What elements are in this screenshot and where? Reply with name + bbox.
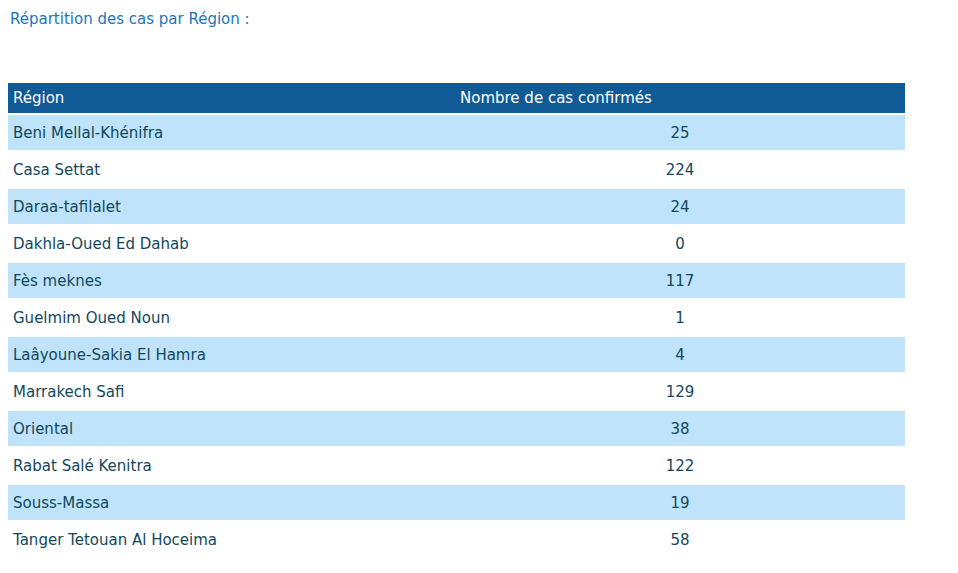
cases-count: 38 — [455, 411, 905, 446]
table-row: Dakhla-Oued Ed Dahab0 — [8, 226, 905, 261]
cases-count: 122 — [455, 448, 905, 483]
region-name: Casa Settat — [8, 152, 455, 187]
column-header-region: Région — [8, 83, 455, 113]
region-name: Guelmim Oued Noun — [8, 300, 455, 335]
region-name: Fès meknes — [8, 263, 455, 298]
region-name: Marrakech Safi — [8, 374, 455, 409]
cases-count: 24 — [455, 189, 905, 224]
cases-count: 1 — [455, 300, 905, 335]
column-header-cases: Nombre de cas confirmés — [455, 83, 905, 113]
page-title: Répartition des cas par Région : — [10, 9, 958, 29]
table-row: Souss-Massa19 — [8, 485, 905, 520]
table-row: Fès meknes117 — [8, 263, 905, 298]
cases-count: 224 — [455, 152, 905, 187]
region-name: Dakhla-Oued Ed Dahab — [8, 226, 455, 261]
table-row: Beni Mellal-Khénifra25 — [8, 115, 905, 150]
table-row: Oriental38 — [8, 411, 905, 446]
region-name: Laâyoune-Sakia El Hamra — [8, 337, 455, 372]
region-name: Tanger Tetouan Al Hoceima — [8, 522, 455, 557]
cases-count: 58 — [455, 522, 905, 557]
region-name: Beni Mellal-Khénifra — [8, 115, 455, 150]
region-name: Oriental — [8, 411, 455, 446]
cases-count: 117 — [455, 263, 905, 298]
cases-count: 4 — [455, 337, 905, 372]
table-row: Marrakech Safi129 — [8, 374, 905, 409]
cases-count: 19 — [455, 485, 905, 520]
region-name: Daraa-tafilalet — [8, 189, 455, 224]
table-row: Tanger Tetouan Al Hoceima58 — [8, 522, 905, 557]
table-row: Guelmim Oued Noun1 — [8, 300, 905, 335]
table-row: Rabat Salé Kenitra122 — [8, 448, 905, 483]
cases-count: 0 — [455, 226, 905, 261]
cases-by-region-table: Région Nombre de cas confirmés Beni Mell… — [8, 81, 905, 559]
table-row: Laâyoune-Sakia El Hamra4 — [8, 337, 905, 372]
region-name: Souss-Massa — [8, 485, 455, 520]
cases-count: 129 — [455, 374, 905, 409]
region-name: Rabat Salé Kenitra — [8, 448, 455, 483]
table-row: Casa Settat224 — [8, 152, 905, 187]
table-header-row: Région Nombre de cas confirmés — [8, 83, 905, 113]
cases-count: 25 — [455, 115, 905, 150]
table-row: Daraa-tafilalet24 — [8, 189, 905, 224]
